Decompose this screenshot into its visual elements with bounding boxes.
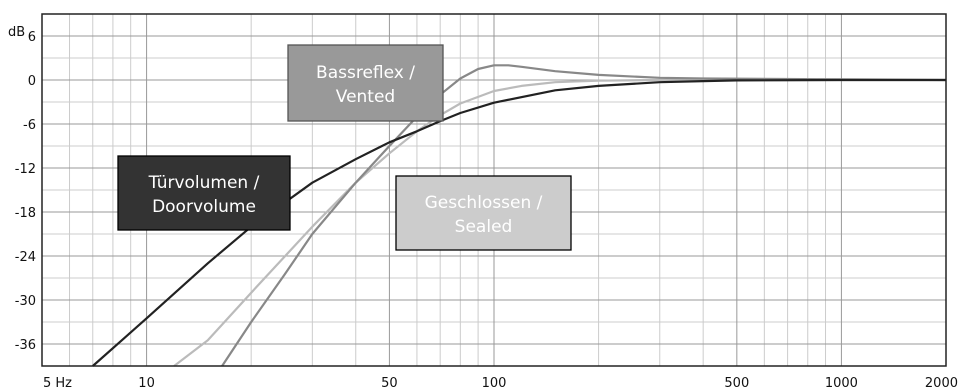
series-label-bg: [117, 155, 291, 231]
series-label-bg: [287, 44, 444, 122]
series-line-0: [92, 78, 946, 367]
series-label-box: Geschlossen / Sealed: [395, 175, 572, 251]
series-label-boxes: Türvolumen / Doorvolume Bassreflex / Vented…: [117, 44, 572, 251]
y-axis-unit-label: dB: [8, 25, 25, 40]
y-tick-label: -24: [15, 250, 36, 265]
x-tick-label: 500: [724, 376, 749, 391]
y-tick-label: -30: [15, 294, 36, 309]
x-axis-ticks: 5 Hz 10 50 100 500 1000 2000: [43, 376, 958, 391]
x-tick-label: 10: [138, 376, 155, 391]
x-tick-label: 100: [482, 376, 507, 391]
x-tick-label: 2000: [925, 376, 958, 391]
y-axis-ticks: 6 0 -6 -12 -18 -24 -30 -36: [15, 30, 36, 353]
plot-frame: [41, 13, 947, 367]
series-label-text: Geschlossen /: [425, 193, 543, 213]
y-tick-label: -36: [15, 338, 36, 353]
series-label-text: Vented: [336, 87, 395, 107]
x-tick-label: 5 Hz: [43, 376, 72, 391]
series-label-text: Sealed: [455, 217, 513, 237]
series-label-box: Türvolumen / Doorvolume: [117, 155, 291, 231]
series-label-text: Türvolumen /: [148, 173, 260, 193]
y-tick-label: -18: [15, 206, 36, 221]
y-tick-label: 0: [28, 74, 36, 89]
x-tick-label: 50: [381, 376, 398, 391]
x-tick-label: 1000: [825, 376, 858, 391]
series-label-bg: [395, 175, 572, 251]
series-label-text: Doorvolume: [152, 197, 256, 217]
y-tick-label: -6: [23, 118, 36, 133]
series-label-box: Bassreflex / Vented: [287, 44, 444, 122]
series-lines: [92, 64, 947, 367]
y-tick-label: 6: [28, 30, 36, 45]
series-line-1: [221, 64, 947, 367]
series-label-text: Bassreflex /: [316, 63, 415, 83]
y-tick-label: -12: [15, 162, 36, 177]
